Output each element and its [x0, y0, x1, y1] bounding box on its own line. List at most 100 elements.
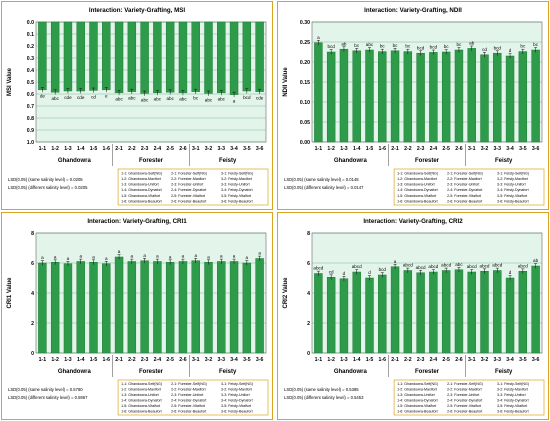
x-tick-label: 1-2: [327, 357, 335, 363]
legend-entry: 2-5: Forester-Vitalfort: [447, 404, 481, 408]
significance-letter: abc: [166, 96, 174, 101]
x-tick-label: 2-3: [141, 146, 149, 152]
y-tick-label: 0.05: [300, 120, 310, 126]
bar: [50, 262, 60, 354]
x-tick-label: 2-5: [442, 357, 450, 363]
x-tick-label: 2-2: [128, 357, 136, 363]
y-tick-label: 4: [31, 291, 34, 297]
legend-entry: 3-1: Feisty-Self(NG): [497, 382, 529, 386]
significance-letter: bcd: [379, 267, 387, 272]
legend-entry: 2-2: Forester-Maxifort: [171, 177, 206, 181]
legend-entry: 1-3: Ghandowra-Unifort: [397, 393, 435, 397]
bar: [153, 21, 162, 94]
y-axis-label: CRI1 Value: [7, 277, 13, 309]
legend-entry: 2-2: Forester-Maxifort: [447, 388, 482, 392]
legend-entry: 2-3: Forester-Unifort: [171, 393, 203, 397]
bar: [429, 52, 438, 143]
bar: [242, 262, 252, 354]
legend-entry: 2-2: Forester-Maxifort: [447, 177, 482, 181]
legend-entry: 1-5: Ghandowra-Vitalfort: [121, 194, 160, 198]
significance-letter: a: [118, 249, 121, 254]
legend-entry: 1-3: Ghandowra-Unifort: [397, 183, 435, 187]
bar: [140, 21, 149, 94]
x-tick-label: 3-4: [506, 146, 514, 152]
significance-letter: d: [368, 270, 371, 275]
significance-letter: bc: [393, 43, 399, 48]
legend-entry: 1-5: Ghandowra-Vitalfort: [397, 404, 436, 408]
x-tick-label: 3-5: [519, 146, 527, 152]
bar: [89, 21, 98, 91]
significance-letter: a: [41, 255, 44, 260]
bar: [63, 21, 73, 92]
significance-letter: a: [67, 256, 70, 261]
significance-letter: a: [194, 253, 197, 258]
bar: [378, 274, 387, 354]
x-tick-label: 1-5: [90, 357, 98, 363]
legend-entry: 3-6: Feisty-Beaufort: [221, 199, 253, 203]
legend-entry: 3-3: Feisty-Unifort: [497, 183, 526, 187]
legend-entry: 2-6: Forester-Beaufort: [447, 199, 482, 203]
bar: [114, 21, 124, 94]
bar: [480, 54, 489, 143]
y-axis-label: NDII Value: [283, 67, 289, 97]
legend-entry: 2-5: Forester-Vitalfort: [447, 194, 481, 198]
significance-letter: a: [220, 254, 223, 259]
y-tick-label: 0.8: [27, 116, 34, 122]
bar: [191, 260, 200, 354]
legend-entry: 1-5: Ghandowra-Vitalfort: [397, 194, 436, 198]
bar: [242, 21, 252, 92]
group-label: Ghandowra: [334, 369, 368, 375]
x-tick-label: 1-6: [379, 357, 387, 363]
x-tick-label: 1-1: [39, 357, 47, 363]
chart-svg: Interaction: Variety-Grafting, NDII 0.00 0…: [283, 7, 545, 206]
legend-entry: 2-4: Forester-Dynafort: [447, 399, 482, 403]
x-tick-label: 3-2: [205, 146, 213, 152]
legend-entry: 1-2: Ghandowra-Maxifort: [121, 177, 161, 181]
x-tick-label: 1-6: [103, 146, 111, 152]
bar: [178, 21, 188, 94]
bar: [518, 271, 528, 354]
x-tick-label: 1-3: [340, 146, 348, 152]
legend-entry: 2-4: Forester-Dynafort: [447, 188, 482, 192]
significance-letter: abcd: [518, 263, 528, 268]
significance-letter: a: [246, 255, 249, 260]
significance-letter: bc: [193, 96, 199, 101]
x-tick-label: 2-4: [430, 357, 438, 363]
bar: [454, 49, 464, 143]
legend-entry: 1-6: Ghandowra-Beaufort: [397, 410, 438, 414]
bar: [505, 277, 515, 354]
y-tick-label: 0.9: [27, 128, 34, 134]
significance-letter: cd: [91, 94, 96, 99]
bar: [127, 261, 137, 354]
significance-letter: d: [343, 271, 346, 276]
x-tick-label: 1-4: [353, 146, 361, 152]
bar: [127, 21, 137, 92]
group-label: Feisty: [495, 369, 513, 375]
y-tick-label: 0.3: [27, 56, 34, 62]
y-tick-label: 0.0: [27, 20, 34, 26]
cri1-chart-panel: Interaction: Variety-Grafting, CRI1 0 2 4 6 8…: [1, 212, 273, 420]
legend-entry: 3-2: Feisty-Maxifort: [221, 177, 252, 181]
bar: [429, 271, 438, 354]
x-tick-label: 2-2: [404, 146, 412, 152]
legend-entry: 1-4: Ghandowra-Dynafort: [121, 399, 162, 403]
x-tick-label: 1-6: [379, 146, 387, 152]
x-tick-label: 1-3: [64, 357, 72, 363]
significance-letter: abcd: [480, 263, 490, 268]
x-tick-label: 3-5: [243, 146, 251, 152]
legend-entry: 3-6: Feisty-Beaufort: [221, 410, 253, 414]
y-tick-label: 0.15: [300, 80, 310, 86]
y-tick-label: 0: [307, 351, 310, 357]
significance-letter: abcd: [492, 263, 502, 268]
bar: [467, 48, 476, 143]
x-tick-label: 2-6: [179, 146, 187, 152]
significance-letter: abcd: [352, 264, 362, 269]
cri2-chart-panel: Interaction: Variety-Grafting, CRI2 0 2 4 6 8…: [277, 212, 549, 420]
significance-letter: e: [105, 94, 108, 99]
legend-entry: 2-4: Forester-Dynafort: [171, 399, 206, 403]
legend-entry: 3-3: Feisty-Unifort: [221, 183, 250, 187]
bar: [326, 277, 336, 354]
y-axis-label: CRI2 Value: [283, 277, 289, 309]
legend-entry: 1-2: Ghandowra-Maxifort: [397, 177, 437, 181]
y-tick-label: 0.30: [300, 20, 310, 26]
